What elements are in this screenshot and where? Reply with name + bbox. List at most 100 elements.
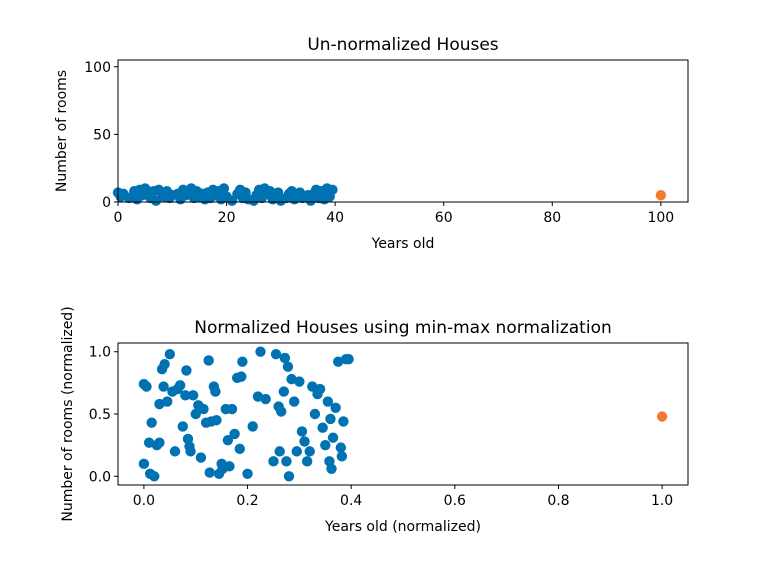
chart-un-normalized: Un-normalized Houses Years old Number of…: [54, 35, 689, 252]
data-point: [174, 380, 186, 391]
x-axis-label: Years old: [371, 236, 435, 252]
data-point: [278, 386, 290, 397]
y-axis-label: Number of rooms: [54, 70, 70, 192]
x-tick-label: 80: [543, 210, 561, 226]
data-point: [325, 413, 336, 425]
y-tick-label: 1.0: [89, 345, 111, 361]
outlier-point: [656, 411, 668, 422]
data-point: [187, 390, 199, 401]
data-point: [326, 463, 337, 475]
data-point: [281, 456, 292, 467]
data-point: [185, 446, 196, 457]
data-point: [222, 434, 234, 446]
data-point: [274, 446, 285, 457]
x-tick-label: 0.2: [236, 493, 258, 509]
data-point: [283, 471, 295, 482]
y-axis-label: Number of rooms (normalized): [60, 306, 76, 521]
data-point: [327, 432, 339, 443]
data-point: [260, 393, 271, 405]
y-tick-label: 100: [84, 60, 111, 76]
data-point: [294, 376, 305, 387]
x-tick-label: 0: [114, 210, 123, 226]
data-point: [154, 437, 165, 448]
x-tick-label: 0.8: [547, 493, 569, 509]
data-point: [234, 443, 245, 455]
data-point: [210, 386, 221, 397]
data-point: [317, 422, 328, 433]
y-tick-label: 0.5: [89, 407, 111, 423]
data-point: [268, 456, 279, 467]
chart-normalized: Normalized Houses using min-max normaliz…: [60, 306, 689, 535]
data-point: [190, 408, 201, 420]
data-point: [336, 451, 348, 462]
data-point: [304, 446, 315, 457]
data-point: [229, 428, 240, 440]
outlier-point: [655, 190, 667, 201]
data-point: [335, 442, 347, 453]
data-point: [224, 461, 235, 472]
data-point: [291, 446, 302, 457]
x-tick-label: 100: [647, 210, 674, 226]
data-point: [162, 396, 173, 407]
data-point: [218, 183, 230, 194]
data-point: [343, 353, 354, 365]
data-point: [198, 403, 209, 415]
data-point: [270, 349, 282, 360]
chart-title: Un-normalized Houses: [307, 35, 498, 55]
data-point: [203, 355, 214, 366]
x-tick-label: 20: [218, 210, 236, 226]
data-point: [204, 467, 215, 478]
data-point: [327, 184, 338, 196]
data-point: [150, 195, 162, 206]
x-tick-label: 40: [326, 210, 344, 226]
data-point: [146, 417, 157, 428]
data-point: [164, 349, 176, 360]
y-tick-label: 0.0: [89, 469, 111, 485]
data-point: [247, 421, 258, 432]
axis-ticks: 0.0 0.2 0.4 0.6 0.8 1.0 0.0 0.5 1.0: [89, 345, 673, 509]
data-point: [255, 346, 266, 357]
data-point: [177, 421, 188, 432]
chart-title: Normalized Houses using min-max normaliz…: [194, 318, 612, 338]
data-point: [237, 356, 248, 367]
plot-frame: [117, 59, 689, 203]
x-tick-label: 60: [435, 210, 453, 226]
data-point: [309, 408, 321, 420]
data-point: [236, 371, 247, 382]
data-point: [159, 358, 170, 370]
data-point: [149, 471, 160, 482]
data-point: [180, 390, 191, 401]
data-point: [138, 458, 150, 470]
data-point: [226, 403, 238, 415]
x-tick-label: 0.0: [133, 493, 155, 509]
x-axis-label: Years old (normalized): [324, 519, 481, 535]
x-tick-label: 0.4: [340, 493, 362, 509]
x-tick-label: 0.6: [444, 493, 466, 509]
data-point: [211, 415, 222, 426]
data-point: [169, 446, 181, 457]
data-point: [330, 402, 341, 413]
data-point: [195, 452, 207, 463]
data-point: [272, 187, 284, 198]
y-tick-label: 50: [93, 127, 111, 143]
data-point: [141, 381, 152, 392]
data-point: [338, 416, 349, 427]
plot-frame: [117, 342, 689, 486]
data-point: [320, 439, 331, 451]
data-point: [296, 426, 308, 437]
data-point: [276, 406, 287, 417]
data-point: [299, 436, 310, 447]
data-point: [288, 396, 300, 407]
data-point: [279, 352, 291, 364]
data-point: [314, 383, 326, 395]
axis-ticks: 0 20 40 60 80 100 0 50 100: [84, 60, 674, 226]
data-point: [301, 456, 313, 467]
data-point: [181, 365, 192, 376]
data-point: [158, 381, 169, 392]
data-point: [322, 396, 334, 407]
data-point: [242, 468, 253, 479]
data-point: [282, 361, 294, 372]
y-tick-label: 0: [102, 195, 111, 211]
